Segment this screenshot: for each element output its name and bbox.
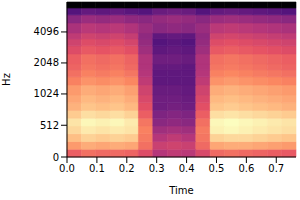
- svg-text:4096: 4096: [34, 26, 59, 37]
- svg-text:512: 512: [40, 120, 59, 131]
- svg-text:0.1: 0.1: [89, 163, 105, 174]
- svg-text:0.3: 0.3: [149, 163, 165, 174]
- svg-text:0.5: 0.5: [209, 163, 225, 174]
- svg-text:0: 0: [53, 152, 59, 163]
- svg-text:Hz: Hz: [8, 73, 12, 86]
- svg-text:0.4: 0.4: [179, 163, 195, 174]
- svg-text:1024: 1024: [34, 88, 59, 99]
- svg-text:0.0: 0.0: [59, 163, 75, 174]
- svg-text:0.7: 0.7: [268, 163, 284, 174]
- svg-text:Time: Time: [168, 185, 193, 196]
- svg-text:0.2: 0.2: [119, 163, 135, 174]
- svg-text:2048: 2048: [34, 57, 59, 68]
- svg-text:0.6: 0.6: [238, 163, 254, 174]
